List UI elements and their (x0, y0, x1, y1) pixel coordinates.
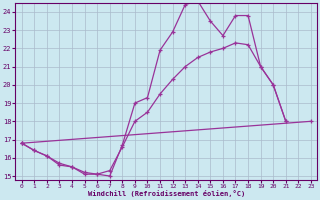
X-axis label: Windchill (Refroidissement éolien,°C): Windchill (Refroidissement éolien,°C) (88, 190, 245, 197)
